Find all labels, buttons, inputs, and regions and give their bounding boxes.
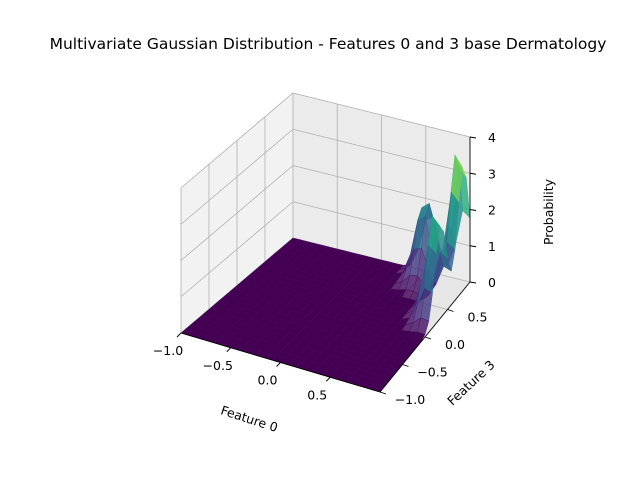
chart-title: Multivariate Gaussian Distribution - Fea… (50, 35, 607, 53)
z-tick-mark (469, 281, 477, 284)
z-tick-mark (469, 245, 477, 248)
y-tick-mark (402, 364, 409, 367)
z-tick-mark (469, 209, 477, 211)
y-tick-label: −1.0 (395, 392, 425, 407)
z-axis-label: Probability (541, 178, 556, 245)
z-tick-label: 3 (488, 166, 496, 181)
z-tick-label: 0 (488, 275, 496, 290)
x-tick-mark (176, 332, 182, 338)
y-tick-mark (379, 391, 387, 395)
grid-line-z-back (292, 92, 471, 138)
x-tick-label: −0.5 (203, 358, 233, 373)
y-axis-label: Feature 3 (444, 357, 498, 408)
x-tick-label: 0.0 (258, 373, 278, 388)
z-tick-mark (469, 136, 477, 139)
y-tick-mark (447, 309, 454, 312)
grid-line-z-back (292, 165, 471, 210)
x-tick-label: −1.0 (153, 343, 183, 358)
grid-line-z-left (180, 165, 294, 261)
z-tick-label: 1 (488, 239, 496, 254)
x-tick-label: 0.5 (307, 387, 327, 402)
x-tick-mark (276, 362, 281, 367)
z-tick-mark (469, 172, 477, 175)
x-tick-mark (325, 376, 331, 382)
y-tick-label: 0.0 (445, 337, 465, 352)
surface (180, 154, 471, 393)
grid-line-z-back (292, 128, 471, 174)
grid-line-z-left (180, 128, 294, 225)
x-axis-label: Feature 0 (219, 402, 280, 435)
z-tick-label: 4 (488, 130, 496, 145)
grid-line-z-left (180, 92, 294, 189)
y-tick-label: −0.5 (417, 365, 447, 380)
z-tick-label: 2 (488, 203, 496, 218)
y-tick-mark (424, 336, 432, 340)
x-tick-mark (226, 347, 232, 353)
y-tick-label: 0.5 (468, 310, 488, 325)
grid-line-z-left (180, 201, 294, 298)
